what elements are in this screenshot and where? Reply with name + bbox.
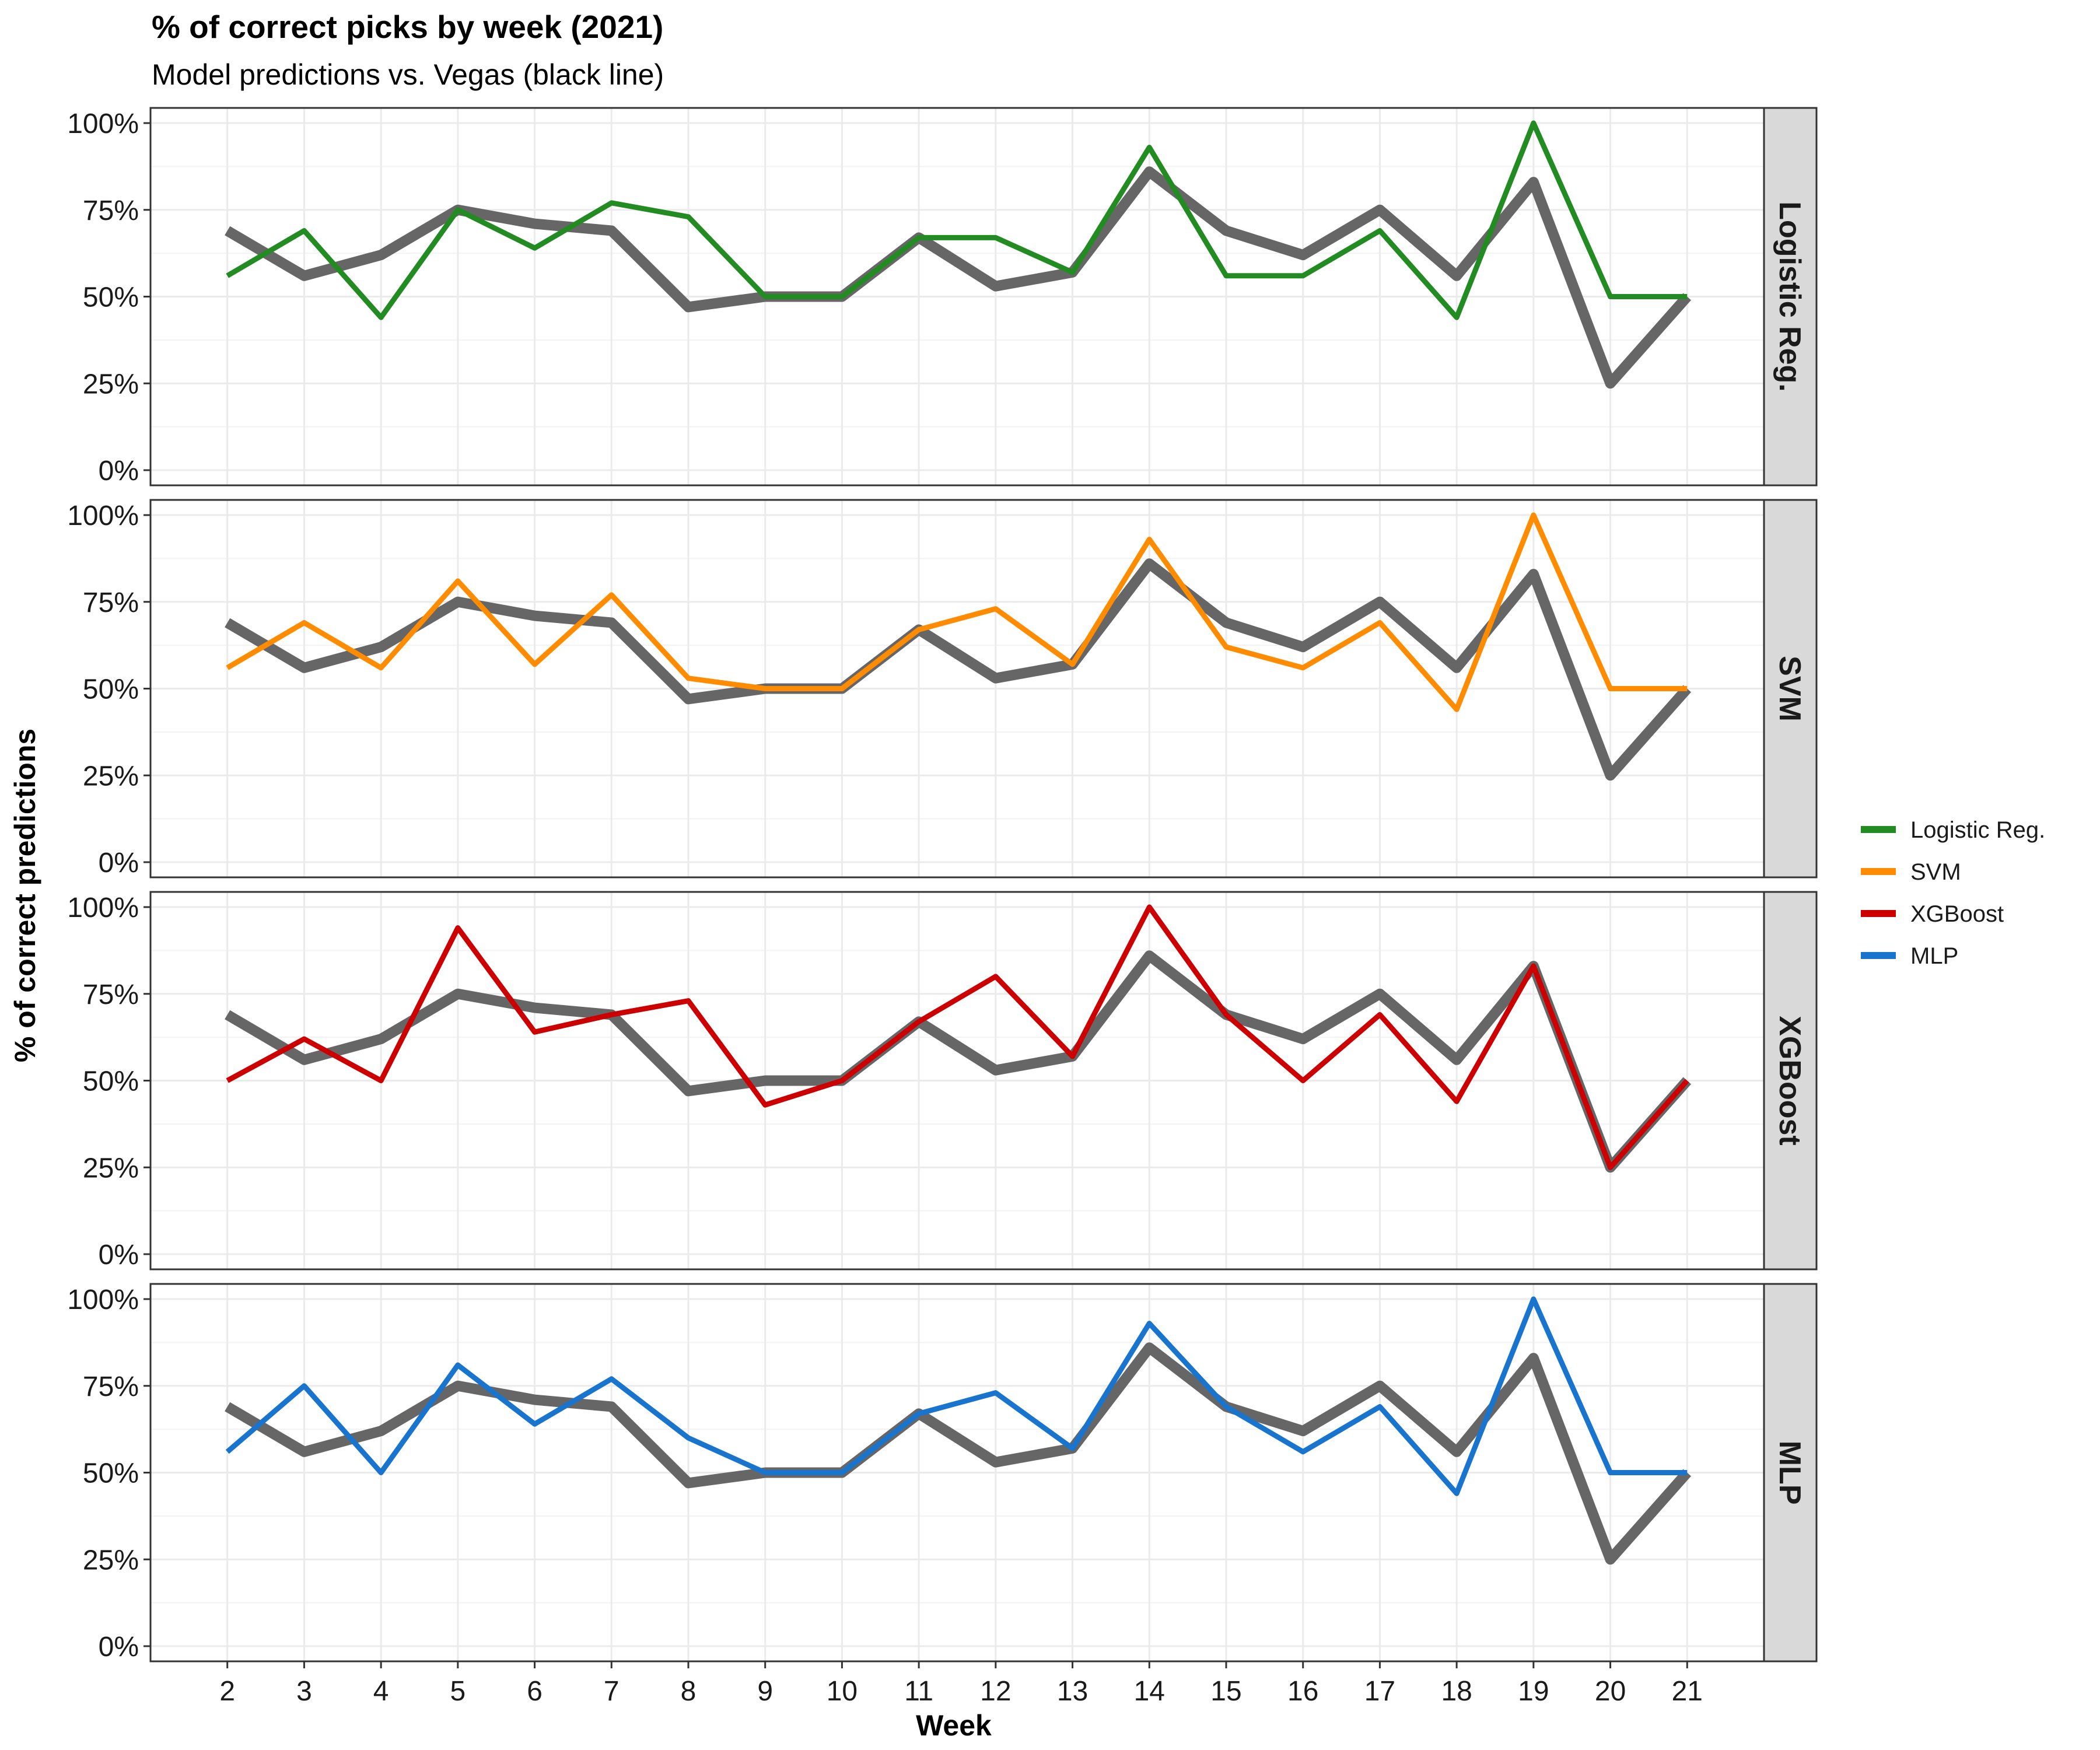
panel-xgboost: 0% 25% 50% 75% 100% XGBoost	[67, 891, 1818, 1270]
y-tick-label: 50%	[83, 282, 139, 313]
facet-strip	[1763, 891, 1818, 1270]
x-tick-label: 8	[681, 1676, 696, 1707]
vegas-line	[225, 558, 1692, 781]
y-tick-label: 25%	[83, 1153, 139, 1184]
panel-mlp: 0% 25% 50% 75% 100% MLP	[67, 1283, 1818, 1662]
y-tick-label: 50%	[83, 1458, 139, 1489]
series-line-mlp	[225, 1296, 1688, 1496]
x-tick-label: 18	[1441, 1676, 1472, 1707]
vegas-line	[225, 1342, 1692, 1565]
facet-strip-label: MLP	[1773, 1441, 1807, 1505]
x-tick-label: 11	[904, 1676, 933, 1707]
x-axis-title: Week	[916, 1709, 992, 1742]
x-tick-label: 20	[1595, 1676, 1626, 1707]
y-tick-label: 0%	[99, 456, 139, 487]
y-tick-label: 50%	[83, 674, 139, 705]
y-tick-label: 100%	[67, 108, 139, 139]
chart-subtitle: Model predictions vs. Vegas (black line)	[152, 58, 664, 91]
x-tick-label: 2	[219, 1676, 235, 1707]
y-tick-label: 50%	[83, 1066, 139, 1097]
y-tick-label: 0%	[99, 848, 139, 878]
y-tick-label: 25%	[83, 369, 139, 400]
facet-panels: 0% 25% 50% 75% 100% Logistic Reg. 0% 25% 50% 75% 1…	[67, 107, 1818, 1662]
vegas-line	[225, 950, 1692, 1173]
y-axis-title: % of correct predictions	[9, 729, 41, 1062]
y-tick-label: 25%	[83, 1545, 139, 1576]
y-tick-label: 100%	[67, 892, 139, 923]
x-tick-label: 6	[527, 1676, 542, 1707]
legend: Logistic Reg. SVM XGBoost MLP	[1861, 817, 2045, 969]
x-tick-label: 9	[757, 1676, 773, 1707]
y-tick-label: 75%	[83, 195, 139, 226]
y-tick-label: 75%	[83, 979, 139, 1010]
legend-label-mlp: MLP	[1910, 943, 1958, 969]
legend-label-xgboost: XGBoost	[1910, 901, 2004, 927]
series-line-svm	[226, 512, 1688, 712]
x-tick-label: 5	[450, 1676, 466, 1707]
x-tick-label: 21	[1672, 1676, 1703, 1707]
y-tick-label: 100%	[67, 501, 139, 531]
x-tick-label: 7	[604, 1676, 620, 1707]
facet-strip	[1763, 499, 1818, 878]
x-tick-label: 3	[296, 1676, 312, 1707]
facet-strip-label: Logistic Reg.	[1773, 201, 1807, 391]
y-tick-label: 100%	[67, 1284, 139, 1315]
facet-strip	[1763, 107, 1818, 487]
x-tick-label: 17	[1364, 1676, 1395, 1707]
x-tick-label: 16	[1287, 1676, 1318, 1707]
x-tick-label: 10	[827, 1676, 858, 1707]
x-tick-label: 19	[1518, 1676, 1549, 1707]
y-tick-label: 25%	[83, 761, 139, 792]
series-line-xgboost	[226, 904, 1689, 1170]
y-tick-label: 75%	[83, 1371, 139, 1402]
panel-logistic-reg: 0% 25% 50% 75% 100% Logistic Reg.	[67, 107, 1818, 487]
x-tick-label: 13	[1057, 1676, 1088, 1707]
facet-strip	[1763, 1283, 1818, 1662]
series-line-logistic-reg	[226, 120, 1688, 320]
vegas-line	[225, 166, 1692, 389]
y-tick-label: 0%	[99, 1240, 139, 1270]
y-tick-label: 75%	[83, 587, 139, 618]
x-tick-label: 15	[1210, 1676, 1241, 1707]
legend-label-logistic-reg: Logistic Reg.	[1910, 817, 2045, 843]
legend-label-svm: SVM	[1910, 859, 1961, 885]
x-tick-label: 12	[980, 1676, 1011, 1707]
facet-strip-label: SVM	[1773, 656, 1807, 722]
x-tick-label: 4	[373, 1676, 389, 1707]
x-tick-label: 14	[1134, 1676, 1165, 1707]
facet-strip-label: XGBoost	[1773, 1016, 1807, 1145]
y-tick-label: 0%	[99, 1632, 139, 1662]
x-axis: 2 3 4 5 6 7 8 9 10 11 12 13 14 15 16 17 18 19 20 21	[219, 1661, 1703, 1707]
panel-svm: 0% 25% 50% 75% 100% SVM	[67, 499, 1818, 878]
chart-title: % of correct picks by week (2021)	[152, 9, 663, 45]
